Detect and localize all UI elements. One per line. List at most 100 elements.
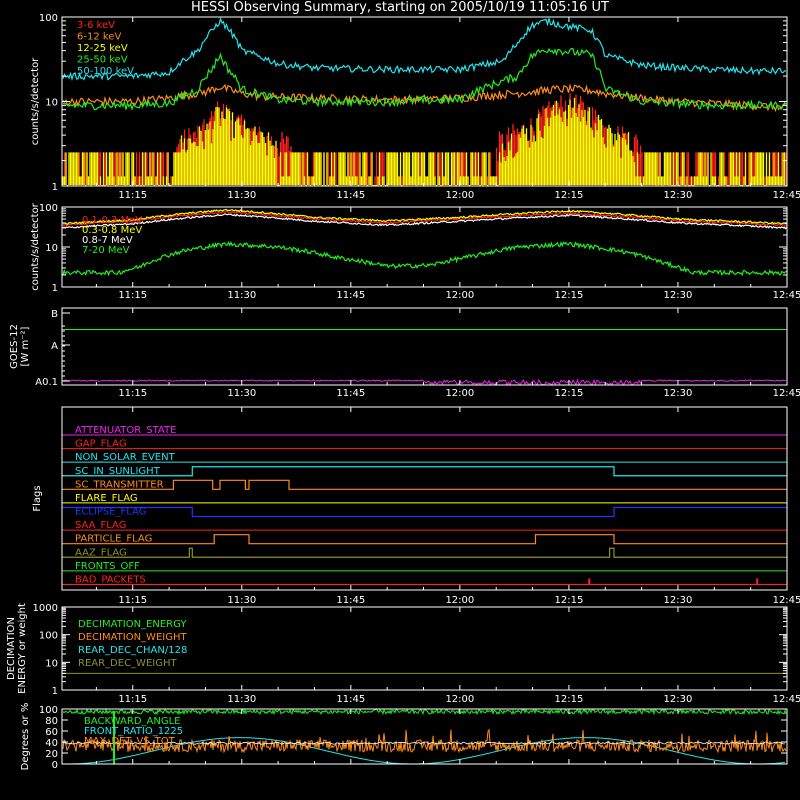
count-rates-low-y-axis-label: counts/s/detector [30, 57, 41, 145]
pointing-y-tick-label: 100 [39, 705, 58, 716]
flag-line [62, 547, 787, 558]
goes-x-tick-label: 12:00 [445, 388, 474, 399]
series-0.8-7-MeV [62, 213, 787, 230]
flag-sc-transmitter: SC_TRANSMITTER [62, 479, 787, 490]
count-rates-low-x-tick-label: 11:15 [118, 190, 147, 201]
count-rates-high-y-tick-label: 1 [52, 283, 58, 294]
count-rates-low-legend-label: 25-50 keV [77, 55, 128, 66]
series-backward-angle [62, 707, 787, 716]
decimation-y-tick-label: 1000 [33, 603, 58, 614]
flag-label: AAZ_FLAG [75, 547, 127, 558]
count-rates-low-y-tick-label: 100 [39, 13, 58, 24]
series-25-50-keV [62, 47, 787, 112]
series-max-det-vs-tot [62, 728, 787, 754]
decimation-legend-label: DECIMATION_WEIGHT [78, 632, 187, 643]
flag-label: ECLIPSE_FLAG [75, 507, 146, 518]
decimation-x-tick-label: 11:45 [336, 694, 365, 705]
goes-y-axis-label: GOES-12 [9, 324, 20, 369]
count-rates-high-x-tick-label: 12:30 [664, 290, 693, 301]
count-rates-low-x-tick-label: 12:45 [773, 190, 800, 201]
flags-frame [61, 406, 788, 591]
flag-label: FLARE_FLAG [75, 493, 138, 504]
decimation-x-tick-label: 12:45 [773, 694, 800, 705]
goes-y-tick-label: A [51, 341, 58, 352]
goes-frame [61, 307, 788, 386]
count-rates-low-legend-label: 6-12 keV [77, 32, 121, 43]
decimation-x-tick-label: 12:15 [554, 694, 583, 705]
goes-y-tick-label: B [51, 309, 58, 320]
pointing-legend-label: FRONT_RATIO_1225 [84, 726, 183, 737]
flag-line [62, 506, 787, 518]
goes-panel [62, 329, 787, 387]
flags-x-tick-label: 11:30 [227, 595, 256, 606]
count-rates-high-legend-label: 0.8-7 MeV [82, 235, 133, 246]
count-rates-high-legend-label: 0.3-0.8 MeV [82, 225, 142, 236]
flag-attenuator-state: ATTENUATOR_STATE [62, 425, 787, 436]
decimation-legend-label: DECIMATION_ENERGY [78, 619, 187, 630]
goes-x-tick-label: 12:15 [554, 388, 583, 399]
flag-label: ATTENUATOR_STATE [75, 425, 176, 436]
count-rates-high-x-tick-label: 12:00 [445, 290, 474, 301]
flag-non-solar-event: NON_SOLAR_EVENT [62, 452, 787, 463]
count-rates-high-y-tick-label: 100 [39, 203, 58, 214]
count-rates-low-x-tick-label: 12:30 [664, 190, 693, 201]
goes-y-axis-units: [W m⁻²] [20, 326, 31, 366]
flag-label: PARTICLE_FLAG [75, 534, 152, 545]
decimation-legend-label: REAR_DEC_CHAN/128 [78, 645, 187, 656]
series-0.1-0.3-MeV [62, 210, 787, 227]
count-rates-low-legend-label: 12-25 keV [77, 43, 128, 54]
decimation-y-tick-label: 100 [39, 631, 58, 642]
decimation-x-tick-label: 11:15 [118, 694, 147, 705]
count-rates-low-y-tick-label: 1 [52, 182, 58, 193]
flag-label: FRONTS_OFF [75, 561, 140, 572]
flag-label: SC_IN_SUNLIGHT [75, 466, 161, 477]
pointing-y-tick-label: 20 [45, 749, 58, 760]
flag-gap-flag: GAP_FLAG [62, 439, 787, 450]
flag-label: NON_SOLAR_EVENT [75, 452, 176, 463]
goes-x-tick-label: 11:15 [118, 388, 147, 399]
flags-panel: ATTENUATOR_STATE GAP_FLAG NON_SOLAR_EVENT S… [62, 425, 787, 585]
count-rates-high-y-tick-label: 10 [45, 243, 58, 254]
flag-bad-packets: BAD_PACKETS [62, 574, 787, 585]
flag-line [62, 534, 787, 545]
decimation-x-tick-label: 11:30 [227, 694, 256, 705]
series-0.3-0.8-MeV [63, 208, 787, 225]
count-rates-low-x-tick-label: 12:15 [554, 190, 583, 201]
count-rates-low-x-tick-label: 11:30 [227, 190, 256, 201]
flag-label: SAA_FLAG [75, 520, 126, 531]
decimation-frame [61, 606, 788, 691]
series-50-100-keV [62, 16, 787, 82]
count-rates-low-panel [62, 16, 787, 186]
chart-title: HESSI Observing Summary, starting on 200… [191, 0, 609, 15]
flag-label: GAP_FLAG [75, 439, 127, 450]
count-rates-low-y-tick-label: 10 [45, 98, 58, 109]
count-rates-low-x-tick-label: 12:00 [445, 190, 474, 201]
count-rates-high-x-tick-label: 12:45 [773, 290, 800, 301]
flags-x-tick-label: 11:15 [118, 595, 147, 606]
decimation-y-tick-label: 10 [45, 658, 58, 669]
pointing-legend-label: MAX_DET_VS_TOT [84, 736, 176, 747]
goes-x-tick-label: 11:30 [227, 388, 256, 399]
flags-y-axis-label: Flags [32, 485, 43, 511]
count-rates-high-y-axis-label: counts/s/detector [30, 202, 41, 290]
pointing-y-tick-label: 40 [45, 738, 58, 749]
count-rates-low-legend-label: 3-6 keV [77, 20, 115, 31]
flag-line [62, 466, 787, 477]
count-rates-high-x-tick-label: 12:15 [554, 290, 583, 301]
decimation-x-tick-label: 12:00 [445, 694, 474, 705]
pointing-y-tick-label: 60 [45, 727, 58, 738]
flags-x-tick-label: 12:00 [445, 595, 474, 606]
decimation-legend-label: REAR_DEC_WEIGHT [78, 658, 177, 669]
flag-line [62, 479, 787, 490]
series-6-12-keV [62, 83, 787, 113]
goes-y-tick-label: A0.1 [35, 377, 58, 388]
flags-x-tick-label: 12:30 [664, 595, 693, 606]
flag-saa-flag: SAA_FLAG [62, 520, 787, 531]
goes-x-tick-label: 12:45 [773, 388, 800, 399]
flag-label: SC_TRANSMITTER [75, 479, 164, 490]
count-rates-high-x-tick-label: 11:15 [118, 290, 147, 301]
flag-aaz-flag: AAZ_FLAG [62, 547, 787, 558]
decimation-x-tick-label: 12:30 [664, 694, 693, 705]
count-rates-low-x-tick-label: 11:45 [336, 190, 365, 201]
